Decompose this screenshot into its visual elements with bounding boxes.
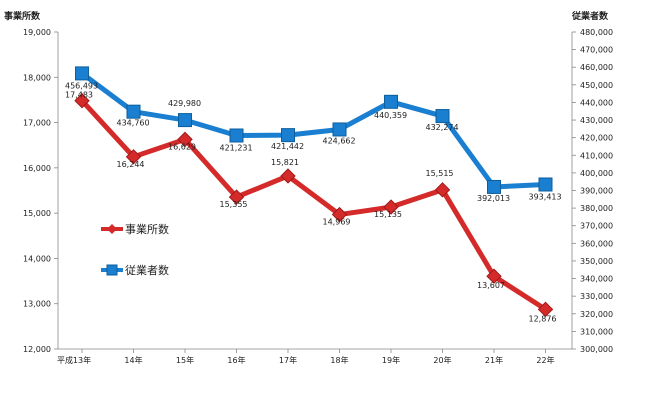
series-1-data-label: 15,135 — [374, 210, 402, 219]
series-2-point — [126, 104, 141, 119]
series-1-data-label: 12,876 — [529, 314, 557, 323]
series-line-1 — [79, 98, 548, 312]
x-tick-label: 16年 — [227, 355, 245, 365]
series-2-point — [487, 179, 501, 194]
right-tick-label: 430,000 — [580, 116, 613, 125]
x-tick-label: 15年 — [176, 355, 194, 365]
series-2-data-label: 421,231 — [220, 143, 253, 152]
left-tick-label: 14,000 — [23, 254, 51, 263]
series-2-point — [178, 113, 192, 128]
left-tick-label: 15,000 — [23, 209, 51, 218]
left-tick-label: 18,000 — [23, 73, 51, 82]
left-tick-label: 19,000 — [23, 28, 51, 37]
right-tick-label: 480,000 — [580, 28, 613, 37]
right-tick-label: 400,000 — [580, 169, 613, 178]
series-2-point — [229, 128, 244, 143]
right-tick-label: 300,000 — [580, 345, 613, 354]
legend-marker-1 — [107, 224, 117, 234]
axes: 事業所数 従業者数12,00013,00014,00015,00016,00017… — [4, 10, 613, 365]
series-1-data-label: 16,629 — [168, 142, 196, 151]
x-tick-label: 22年 — [536, 355, 554, 365]
x-tick-label: 19年 — [382, 355, 400, 365]
series-1-data-label: 14,969 — [323, 218, 351, 227]
x-tick-label: 13年 — [73, 355, 91, 365]
series-2-data-label: 392,013 — [477, 194, 510, 203]
series-2-point — [538, 177, 553, 192]
x-tick-label: 20年 — [433, 355, 451, 365]
x-tick-label: 21年 — [485, 355, 503, 365]
right-tick-label: 440,000 — [580, 98, 613, 107]
series-1-point — [486, 268, 502, 284]
left-tick-label: 16,000 — [23, 164, 51, 173]
left-tick-label: 12,000 — [23, 345, 51, 354]
right-tick-label: 460,000 — [580, 63, 613, 72]
series-layer — [74, 66, 554, 318]
series-2-data-label: 456,493 — [65, 81, 98, 90]
x-axis-prefix: 平成 — [57, 355, 73, 365]
right-axis-title: 従業者数 — [571, 10, 609, 22]
right-tick-label: 310,000 — [580, 327, 613, 336]
series-2-data-label: 393,413 — [529, 192, 562, 201]
legend-marker-2 — [106, 264, 118, 276]
series-1-point — [383, 199, 399, 215]
series-1-data-label: 15,355 — [220, 200, 248, 209]
series-1-point — [228, 189, 245, 205]
series-line-2 — [79, 70, 548, 190]
series-1-point — [280, 168, 296, 184]
left-axis-title: 事業所数 — [4, 10, 41, 22]
right-tick-label: 350,000 — [580, 257, 613, 266]
series-2-point — [281, 128, 295, 143]
right-tick-label: 450,000 — [580, 81, 613, 90]
series-1-point — [537, 301, 554, 318]
series-1-data-label: 15,821 — [271, 158, 299, 167]
right-tick-label: 320,000 — [580, 310, 613, 319]
left-tick-label: 13,000 — [23, 300, 51, 309]
series-1-point — [331, 206, 348, 223]
series-2-data-label: 424,662 — [323, 136, 356, 145]
series-2-point — [384, 94, 398, 109]
series-2-data-label: 429,980 — [168, 99, 201, 108]
right-tick-label: 370,000 — [580, 222, 613, 231]
right-tick-label: 470,000 — [580, 46, 613, 55]
legend-label-2: 従業者数 — [125, 264, 169, 277]
right-tick-label: 360,000 — [580, 239, 613, 248]
series-2-point — [332, 122, 347, 137]
series-1-point — [177, 131, 193, 148]
data-labels: 17,483 16,244 16,629 15,355 15,821 14,969 15,1… — [65, 81, 562, 323]
right-tick-label: 330,000 — [580, 292, 613, 301]
legend-label-1: 事業所数 — [125, 223, 169, 236]
right-tick-label: 410,000 — [580, 151, 613, 160]
x-tick-label: 18年 — [330, 355, 348, 365]
x-tick-label: 14年 — [124, 355, 142, 365]
series-2-data-label: 440,359 — [374, 111, 407, 120]
series-1-point — [125, 149, 142, 165]
series-1-point — [74, 92, 90, 109]
right-tick-label: 420,000 — [580, 134, 613, 143]
right-tick-label: 380,000 — [580, 204, 613, 213]
series-1-data-label: 16,244 — [117, 160, 145, 169]
right-tick-label: 390,000 — [580, 187, 613, 196]
right-tick-label: 340,000 — [580, 275, 613, 284]
series-2-data-label: 421,442 — [271, 142, 304, 151]
series-1-data-label: 15,515 — [426, 169, 454, 178]
series-1-point — [434, 182, 451, 198]
x-tick-label: 17年 — [279, 355, 297, 365]
series-2-point — [435, 109, 450, 124]
series-2-data-label: 432,274 — [426, 123, 459, 132]
series-1-data-label: 13,607 — [477, 281, 505, 290]
left-tick-label: 17,000 — [23, 119, 51, 128]
series-1-data-label: 17,483 — [65, 91, 93, 100]
series-2-data-label: 434,760 — [117, 119, 150, 128]
series-2-point — [75, 66, 89, 81]
